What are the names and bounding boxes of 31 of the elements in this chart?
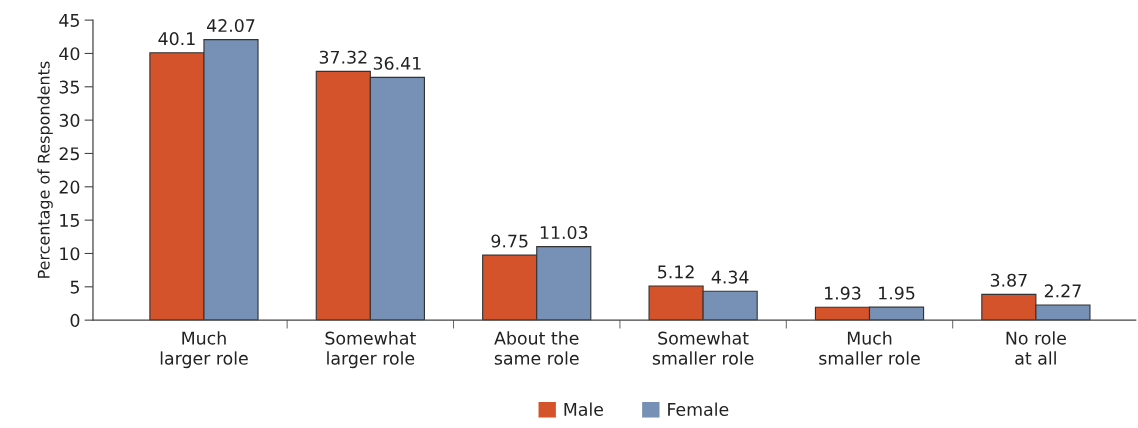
data-label: 11.03	[540, 225, 588, 240]
y-tick-label: 5	[70, 280, 79, 294]
x-tick-label: Much smaller role	[819, 331, 920, 365]
data-label: 1.93	[825, 286, 861, 300]
legend-label: Female	[668, 402, 729, 416]
data-label: 37.32	[319, 50, 367, 64]
x-tick-label: Much larger role	[160, 331, 248, 369]
x-tick-label: No role at all	[1006, 331, 1066, 365]
y-tick-label: 45	[59, 14, 79, 27]
y-tick-label: 35	[59, 80, 79, 94]
x-tick-label: Somewhat smaller role	[652, 331, 754, 365]
data-label: 2.27	[1044, 284, 1081, 298]
y-tick-label: 40	[59, 47, 80, 61]
y-tick-label: 15	[60, 214, 79, 227]
legend-label: Male	[564, 402, 604, 416]
y-tick-label: 25	[59, 147, 79, 161]
y-axis-title: Percentage of Respondents	[37, 61, 53, 278]
y-tick-label: 10	[60, 247, 80, 261]
y-tick-label: 0	[70, 313, 80, 327]
y-tick-label: 30	[59, 113, 80, 127]
data-label: 36.41	[373, 56, 421, 70]
data-label: 42.07	[206, 18, 255, 33]
data-label: 1.95	[879, 286, 915, 300]
x-tick-label: Somewhat larger role	[325, 331, 416, 369]
data-label: 4.34	[711, 270, 749, 284]
data-label: 40.1	[158, 32, 195, 46]
data-label: 3.87	[990, 273, 1027, 287]
y-tick-label: 20	[59, 180, 80, 194]
data-label: 9.75	[491, 234, 528, 248]
x-tick-label: About the same role	[494, 331, 579, 365]
data-label: 5.12	[658, 265, 694, 279]
